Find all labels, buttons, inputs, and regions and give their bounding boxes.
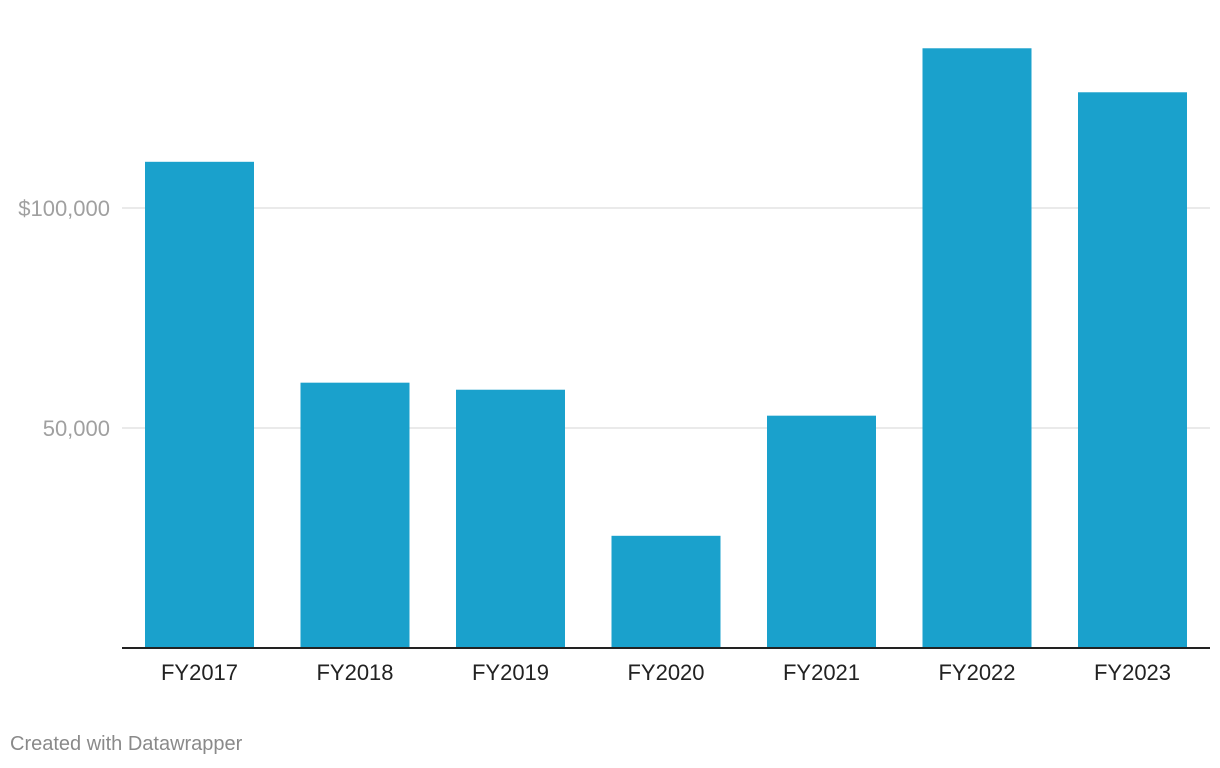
x-axis-tick-labels: FY2017 FY2018 FY2019 FY2020 FY2021 FY2022 FY20… — [161, 660, 1171, 685]
x-tick-label: FY2023 — [1094, 660, 1171, 685]
bar-fy2020 — [611, 535, 721, 648]
x-tick-label: FY2022 — [938, 660, 1015, 685]
y-tick-label: $100,000 — [18, 196, 110, 221]
y-axis-tick-labels: 50,000 $100,000 — [18, 196, 110, 441]
bar-fy2023 — [1078, 92, 1187, 648]
credit-footer: Created with Datawrapper — [10, 733, 243, 755]
x-tick-label: FY2020 — [627, 660, 704, 685]
bar-fy2019 — [456, 389, 565, 648]
x-tick-label: FY2019 — [472, 660, 549, 685]
bar-fy2021 — [767, 415, 876, 648]
bar-fy2017 — [145, 161, 254, 649]
bar-fy2022 — [922, 48, 1032, 648]
x-tick-label: FY2021 — [783, 660, 860, 685]
x-tick-label: FY2018 — [316, 660, 393, 685]
y-tick-label: 50,000 — [43, 416, 110, 441]
bars — [145, 48, 1187, 649]
bar-fy2018 — [300, 382, 410, 648]
x-tick-label: FY2017 — [161, 660, 238, 685]
gridlines — [122, 207, 1210, 429]
